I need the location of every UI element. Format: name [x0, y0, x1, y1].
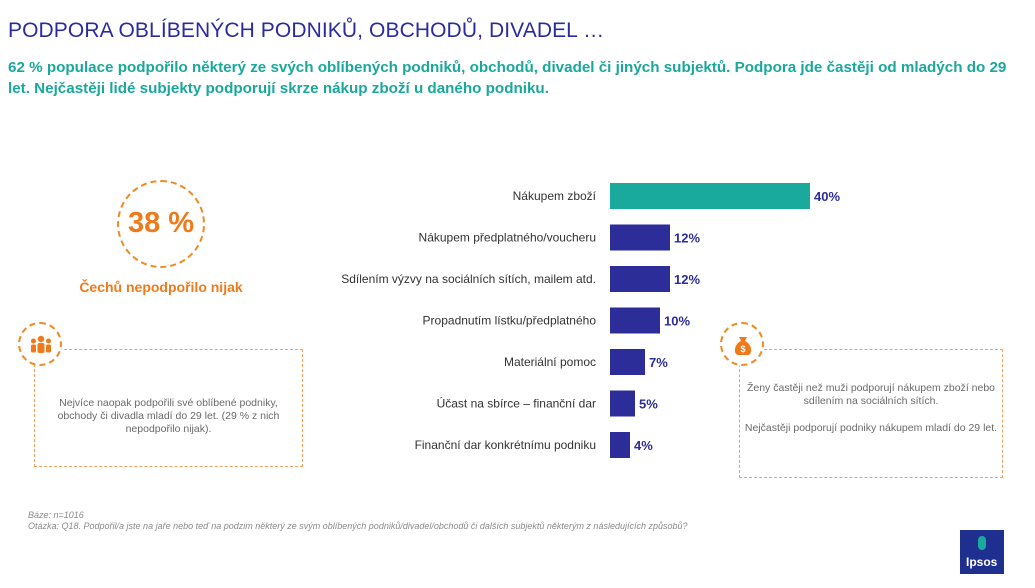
right-note-text-1: Ženy častěji než muži podporují nákupem … — [746, 382, 996, 407]
bar — [610, 183, 810, 209]
logo-mark — [978, 536, 986, 550]
bar — [610, 390, 635, 417]
logo-text: Ipsos — [966, 555, 998, 569]
page-subtitle: 62 % populace podpořilo některý ze svých… — [8, 59, 1007, 97]
page-title: PODPORA OBLÍBENÝCH PODNIKŮ, OBCHODŮ, DIV… — [8, 19, 605, 42]
value-label: 12% — [674, 231, 700, 246]
bar — [610, 224, 670, 251]
left-note-text: Nejvíce naopak podpořili své oblíbené po… — [57, 397, 280, 435]
category-label: Nákupem předplatného/voucheru — [419, 231, 596, 245]
left-note-box — [34, 349, 303, 467]
category-label: Propadnutím lístku/předplatného — [423, 314, 597, 328]
value-label: 40% — [814, 189, 840, 204]
value-label: 7% — [649, 355, 668, 370]
right-icon-wrap: $ — [720, 322, 764, 366]
right-note-box — [739, 349, 1003, 478]
ipsos-logo: Ipsos — [960, 530, 1004, 574]
category-label: Účast na sbírce – finanční dar — [437, 396, 596, 411]
money-bag-icon: $ — [734, 337, 752, 355]
svg-text:$: $ — [740, 344, 745, 354]
category-label: Sdílením výzvy na sociálních sítích, mai… — [341, 272, 596, 286]
left-icon-wrap — [18, 322, 62, 366]
right-note-text-2: Nejčastěji podporují podniky nákupem mla… — [744, 422, 998, 434]
category-label: Nákupem zboží — [513, 189, 597, 203]
bar — [610, 307, 660, 334]
value-label: 10% — [664, 314, 690, 329]
highlight-label: Čechů nepodpořilo nijak — [79, 279, 243, 295]
value-label: 12% — [674, 272, 700, 287]
value-label: 4% — [634, 438, 653, 453]
people-group-icon — [31, 335, 51, 353]
category-label: Finanční dar konkrétnímu podniku — [415, 438, 596, 452]
bar — [610, 432, 630, 458]
highlight-value: 38 % — [127, 207, 195, 239]
value-label: 5% — [639, 397, 658, 412]
footer-base: Báze: n=1016 — [28, 510, 84, 520]
bar — [610, 266, 670, 292]
bar — [610, 349, 645, 375]
footer-question: Otázka: Q18. Podpořil/a jste na jaře neb… — [28, 521, 688, 531]
category-label: Materiální pomoc — [504, 355, 596, 369]
highlight-circle — [117, 180, 205, 268]
